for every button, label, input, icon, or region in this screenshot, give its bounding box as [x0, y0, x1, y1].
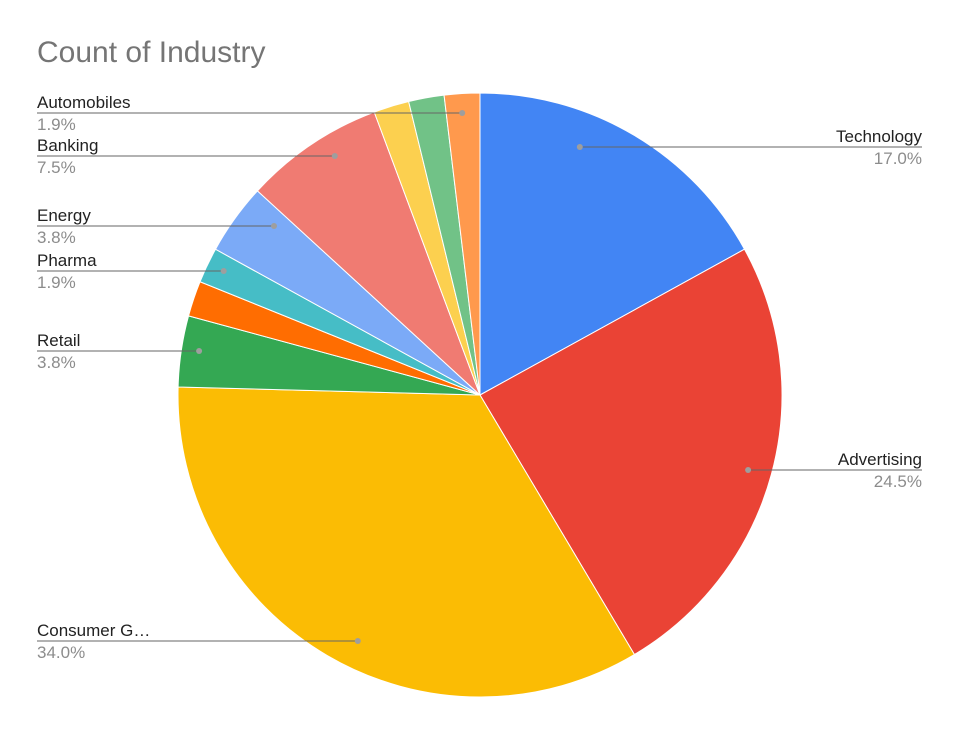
slice-label: Automobiles [37, 93, 131, 112]
pie-slice-consumer-g [177, 386, 636, 698]
leader-dot [220, 268, 227, 274]
slice-percent-label: 1.9% [37, 115, 76, 134]
slice-label: Technology [836, 127, 923, 146]
slice-label: Advertising [838, 450, 922, 469]
pie-slices [177, 92, 783, 698]
leader-dot [196, 348, 203, 354]
slice-percent-label: 3.8% [37, 228, 76, 247]
slice-percent-label: 17.0% [874, 149, 922, 168]
leader-dot [271, 223, 277, 229]
slice-label: Energy [37, 206, 91, 225]
leader-dot [459, 110, 466, 116]
slice-percent-label: 1.9% [37, 273, 76, 292]
leader-dot [745, 467, 752, 473]
slice-label: Banking [37, 136, 98, 155]
slice-label: Consumer G… [37, 621, 150, 640]
slice-label: Retail [37, 331, 80, 350]
chart-title: Count of Industry [37, 36, 265, 69]
leader-dot [576, 144, 583, 150]
pie-slice-technology [479, 92, 746, 396]
pie-slice-automobiles [443, 92, 481, 396]
slice-percent-label: 3.8% [37, 353, 76, 372]
leader-dot [331, 153, 338, 159]
slice-percent-label: 24.5% [874, 472, 922, 491]
slice-labels: Technology 17.0% Advertising 24.5% Consumer … [37, 93, 922, 662]
slice-percent-label: 7.5% [37, 158, 76, 177]
slice-percent-label: 34.0% [37, 643, 85, 662]
pie-slice-advertising [479, 248, 783, 656]
pie-slice-banking [256, 111, 481, 396]
leader-dot [354, 638, 361, 644]
slice-label: Pharma [37, 251, 97, 270]
